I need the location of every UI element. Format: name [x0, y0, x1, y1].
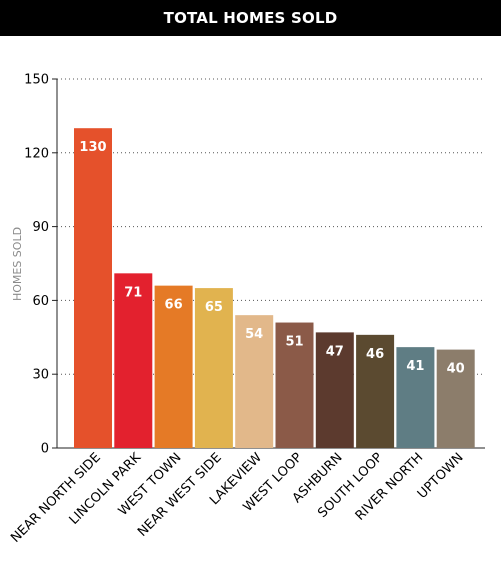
- bar: [275, 322, 314, 448]
- y-tick-label: 150: [24, 73, 49, 88]
- data-label: 66: [165, 298, 183, 313]
- bar-chart: 0 30 60 90 120 150 130 71 66 65 54 51 47 46 41 40 NEAR…: [8, 73, 485, 546]
- y-tick-label: 0: [41, 442, 49, 457]
- data-label: 47: [326, 344, 344, 359]
- bar: [315, 332, 354, 448]
- data-label: 54: [245, 327, 263, 342]
- bar: [356, 334, 395, 448]
- bar: [154, 285, 193, 448]
- data-label: 40: [447, 362, 465, 377]
- data-label: 65: [205, 300, 223, 315]
- bar: [194, 288, 233, 448]
- bar: [235, 315, 274, 448]
- y-tick-label: 90: [32, 220, 49, 235]
- chart-title: TOTAL HOMES SOLD: [163, 9, 338, 27]
- y-axis-title: HOMES SOLD: [11, 227, 24, 301]
- data-label: 130: [79, 140, 106, 155]
- title-bar: TOTAL HOMES SOLD: [0, 0, 501, 36]
- bar: [74, 128, 112, 448]
- data-label: 41: [406, 359, 424, 374]
- x-tick-label: LINCOLN PARK: [67, 450, 145, 528]
- data-label: 46: [366, 347, 384, 362]
- bar: [436, 349, 475, 448]
- bar: [114, 273, 153, 448]
- y-tick-label: 30: [32, 368, 49, 383]
- data-label: 71: [124, 285, 142, 300]
- y-tick-label: 120: [24, 146, 49, 161]
- bars: 130 71 66 65 54 51 47 46 41 40: [74, 128, 475, 448]
- data-label: 51: [285, 335, 303, 350]
- y-tick-label: 60: [32, 294, 49, 309]
- bar: [396, 347, 435, 448]
